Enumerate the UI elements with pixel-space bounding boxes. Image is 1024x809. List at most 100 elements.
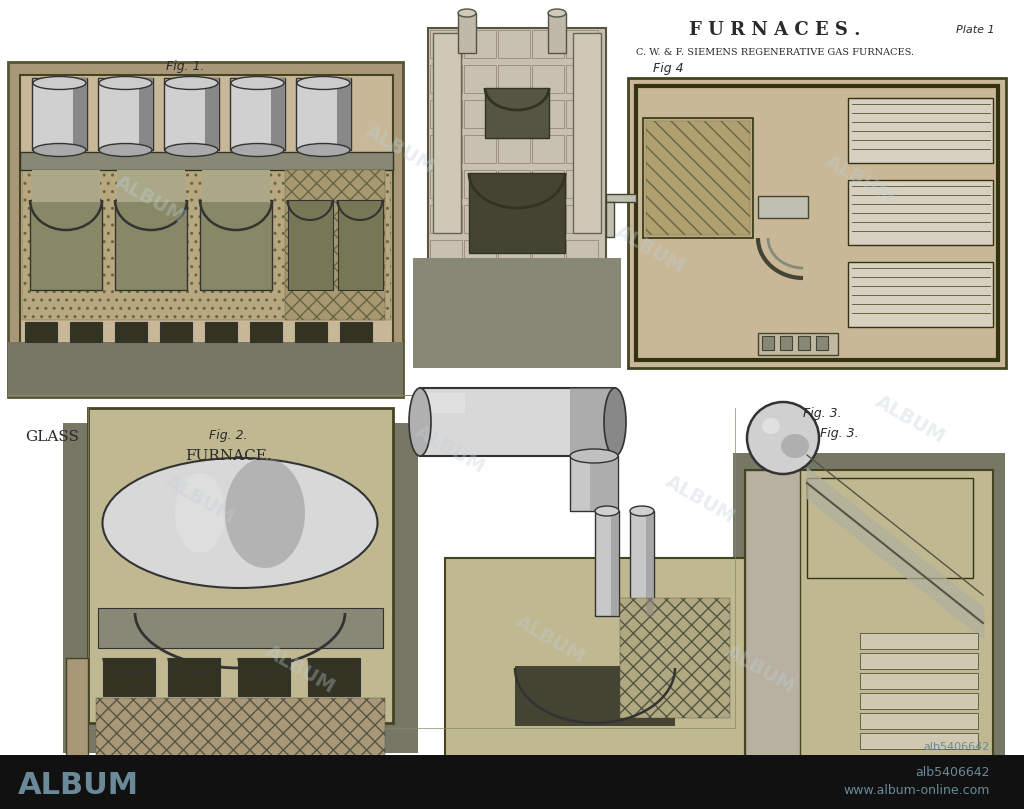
Bar [498, 30, 530, 58]
Bar [98, 78, 153, 150]
Ellipse shape [604, 388, 626, 456]
Bar [630, 511, 654, 616]
Text: Fig. 3.: Fig. 3. [803, 406, 842, 420]
Bar [745, 470, 800, 762]
Bar [532, 135, 564, 163]
Bar [548, 13, 566, 53]
Bar [115, 200, 187, 290]
Bar [860, 633, 978, 649]
Ellipse shape [102, 458, 378, 588]
Bar [288, 200, 333, 290]
Bar [164, 78, 219, 150]
Ellipse shape [595, 506, 618, 516]
Bar [780, 336, 792, 350]
Bar [25, 322, 57, 342]
Bar [860, 693, 978, 709]
Bar [205, 78, 219, 150]
Bar [66, 658, 88, 788]
Bar [22, 170, 391, 320]
Ellipse shape [165, 143, 218, 156]
Bar [498, 205, 530, 233]
Bar [776, 500, 790, 520]
Bar [566, 135, 598, 163]
Bar [532, 240, 564, 268]
Text: Fig. 3.: Fig. 3. [820, 426, 859, 439]
Bar [445, 558, 745, 758]
Bar [139, 78, 153, 150]
Bar [428, 28, 606, 338]
Bar [63, 423, 418, 753]
Bar [498, 100, 530, 128]
Bar [636, 86, 998, 360]
Bar [430, 135, 462, 163]
Bar [769, 492, 797, 500]
Bar [308, 658, 360, 696]
Ellipse shape [630, 506, 654, 516]
Text: ALBUM: ALBUM [412, 422, 488, 477]
Bar [96, 698, 385, 778]
Bar [566, 205, 598, 233]
Bar [433, 33, 461, 233]
Bar [532, 30, 564, 58]
Bar [532, 275, 564, 303]
Bar [98, 608, 383, 648]
Text: C. W. & F. SIEMENS REGENERATIVE GAS FURNACES.: C. W. & F. SIEMENS REGENERATIVE GAS FURN… [636, 48, 914, 57]
Bar [103, 658, 155, 696]
Ellipse shape [165, 77, 218, 90]
Text: Fig. 2.: Fig. 2. [209, 429, 248, 442]
Ellipse shape [781, 434, 809, 458]
Bar [807, 478, 973, 578]
Bar [464, 240, 496, 268]
Bar [570, 456, 618, 511]
Bar [745, 470, 993, 762]
Bar [532, 205, 564, 233]
Text: FURNACE.: FURNACE. [184, 449, 271, 463]
Bar [762, 336, 774, 350]
Bar [611, 511, 618, 616]
Bar [115, 322, 147, 342]
Ellipse shape [33, 143, 86, 156]
Text: Plate 1: Plate 1 [956, 25, 995, 35]
Bar [515, 666, 675, 726]
Bar [271, 78, 285, 150]
Bar [606, 194, 636, 202]
Bar [620, 598, 730, 718]
Bar [160, 322, 193, 342]
Bar [758, 333, 838, 355]
Bar [646, 511, 654, 616]
Bar [430, 170, 462, 198]
Bar [340, 322, 372, 342]
Ellipse shape [409, 388, 431, 456]
Ellipse shape [231, 77, 284, 90]
Bar [205, 322, 237, 342]
Bar [469, 173, 565, 253]
Bar [202, 170, 270, 202]
Ellipse shape [548, 9, 566, 17]
Bar [32, 78, 87, 150]
Bar [573, 33, 601, 233]
Bar [464, 135, 496, 163]
Bar [532, 65, 564, 93]
Text: alb5406642: alb5406642 [915, 766, 990, 780]
Bar [590, 456, 618, 511]
Bar [464, 275, 496, 303]
Bar [20, 75, 393, 375]
Ellipse shape [297, 77, 350, 90]
Bar [464, 170, 496, 198]
Ellipse shape [99, 77, 152, 90]
Bar [88, 408, 393, 723]
Bar [646, 121, 750, 235]
Bar [860, 673, 978, 689]
Bar [595, 511, 618, 616]
Bar [30, 200, 102, 290]
Bar [295, 322, 327, 342]
Bar [773, 474, 793, 492]
Bar [733, 453, 1005, 755]
Bar [860, 733, 978, 749]
Bar [430, 30, 462, 58]
Bar [860, 713, 978, 729]
Bar [117, 170, 185, 202]
Text: F U R N A C E S .: F U R N A C E S . [689, 21, 861, 39]
Bar [425, 393, 465, 413]
Text: GLASS: GLASS [25, 430, 79, 444]
